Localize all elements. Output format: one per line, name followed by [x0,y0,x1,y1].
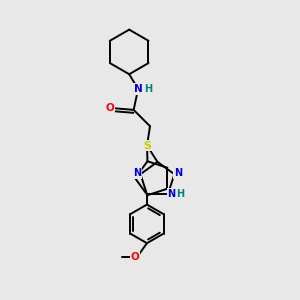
Text: N: N [167,189,175,199]
Text: H: H [176,189,184,199]
Text: S: S [143,140,151,151]
Text: O: O [106,103,114,113]
Text: N: N [134,84,142,94]
Text: N: N [174,168,182,178]
Text: N: N [133,168,141,178]
Text: O: O [131,252,140,262]
Text: H: H [145,84,153,94]
